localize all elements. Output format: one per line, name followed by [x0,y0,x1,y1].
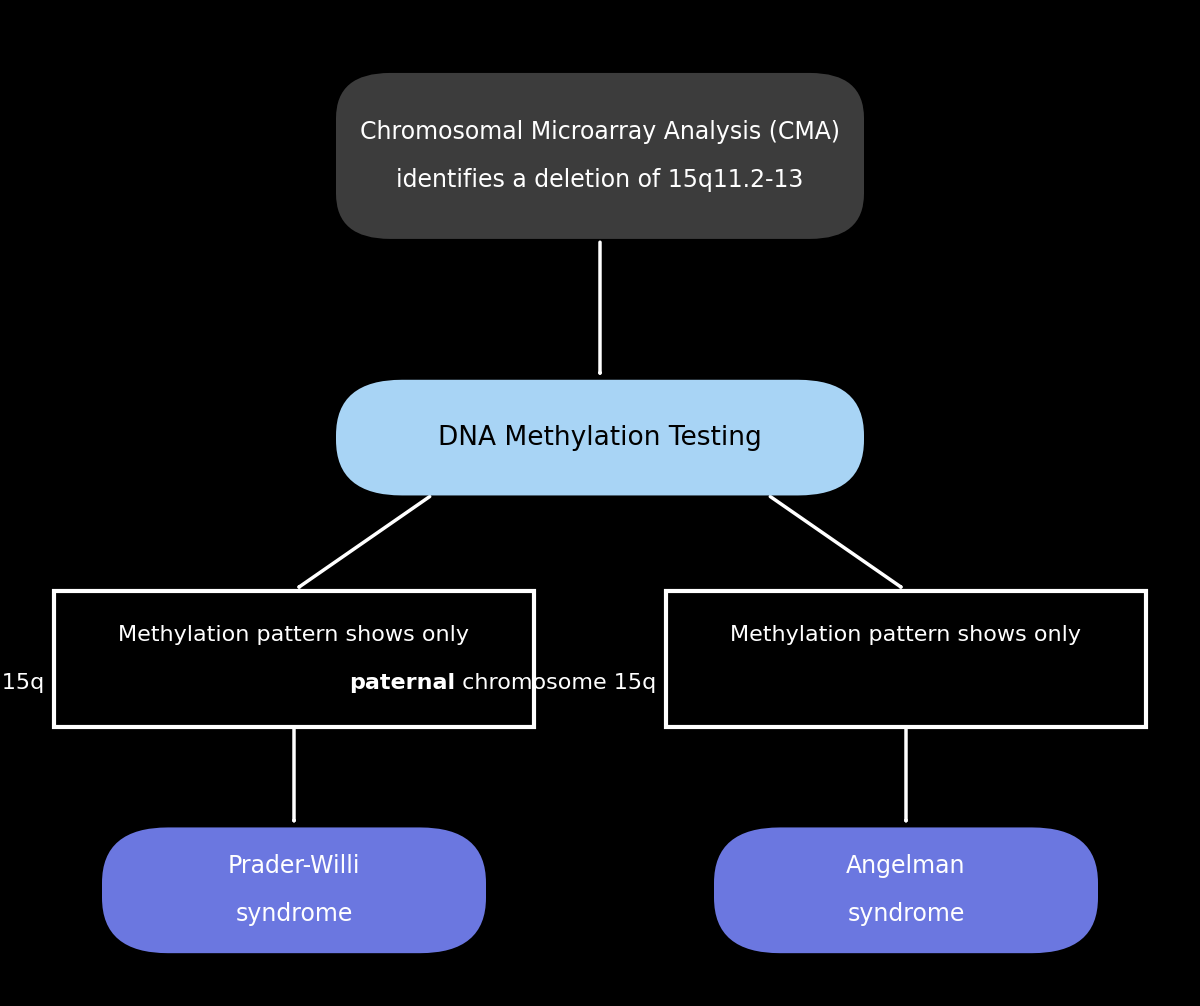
FancyBboxPatch shape [336,73,864,239]
Text: chromosome 15q: chromosome 15q [0,673,44,693]
Text: identifies a deletion of 15q11.2-13: identifies a deletion of 15q11.2-13 [396,168,804,192]
Text: paternal: paternal [349,673,455,693]
Text: Methylation pattern shows only: Methylation pattern shows only [731,625,1081,645]
FancyBboxPatch shape [54,592,534,727]
Text: DNA Methylation Testing: DNA Methylation Testing [438,425,762,451]
Text: Angelman: Angelman [846,854,966,878]
FancyBboxPatch shape [714,827,1098,954]
FancyBboxPatch shape [102,827,486,954]
FancyBboxPatch shape [336,380,864,496]
FancyBboxPatch shape [666,592,1146,727]
Text: chromosome 15q: chromosome 15q [455,673,656,693]
Text: Prader-Willi: Prader-Willi [228,854,360,878]
Text: syndrome: syndrome [847,902,965,927]
Text: Methylation pattern shows only: Methylation pattern shows only [119,625,469,645]
Text: syndrome: syndrome [235,902,353,927]
Text: Chromosomal Microarray Analysis (CMA): Chromosomal Microarray Analysis (CMA) [360,120,840,144]
